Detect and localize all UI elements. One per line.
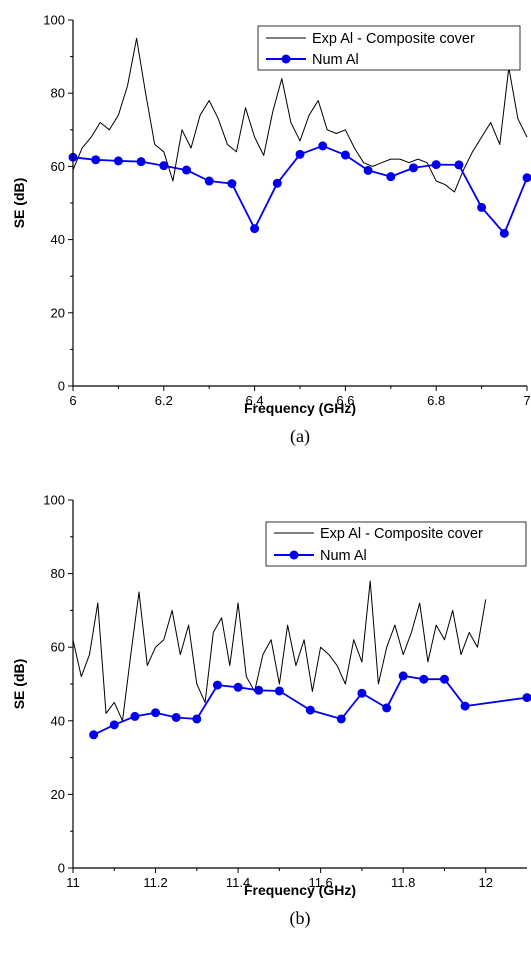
data-point-num: [382, 703, 392, 713]
x-tick-label: 6: [69, 393, 76, 408]
x-tick-label: 7: [523, 393, 530, 408]
y-tick-label: 60: [51, 640, 65, 655]
data-point-num: [499, 228, 509, 238]
data-point-num: [357, 688, 367, 698]
data-point-num: [113, 156, 123, 166]
data-point-num: [522, 173, 531, 183]
legend-label-exp: Exp Al - Composite cover: [320, 526, 483, 542]
legend-label-num: Num Al: [312, 52, 359, 68]
data-point-num: [305, 705, 315, 715]
legend-box: [257, 25, 521, 71]
data-point-num: [522, 693, 531, 703]
data-point-num: [212, 680, 222, 690]
legend: Exp Al - Composite cover Num Al: [257, 25, 521, 71]
data-point-num: [460, 701, 470, 711]
x-tick-label: 6.2: [155, 393, 173, 408]
data-point-num: [227, 179, 237, 189]
data-point-num: [272, 178, 282, 188]
data-point-num: [136, 157, 146, 167]
data-point-num: [431, 160, 441, 170]
x-tick-label: 11.4: [226, 875, 250, 890]
y-tick-label: 80: [51, 86, 65, 101]
y-axis-title: SE (dB): [11, 178, 27, 229]
data-point-num: [398, 671, 408, 681]
legend-marker-num: [281, 54, 291, 64]
data-point-num: [477, 202, 487, 212]
x-tick-label: 6.8: [427, 393, 445, 408]
legend-marker-num: [289, 550, 299, 560]
data-point-num: [89, 730, 99, 740]
data-point-num: [336, 714, 346, 724]
legend-box: [265, 521, 527, 567]
legend-label-num: Num Al: [320, 548, 367, 564]
data-point-num: [91, 155, 101, 165]
x-tick-label: 6.4: [246, 393, 264, 408]
x-tick-label: 11.2: [143, 875, 167, 890]
y-tick-label: 40: [51, 232, 65, 247]
y-tick-label: 20: [51, 787, 65, 802]
chart-panel-b: 11 11.2 11.4 11.6 11.8 12 0 20 40 60 80 100 Frequen…: [11, 493, 531, 929]
x-tick-label: 11: [66, 875, 80, 890]
y-tick-label: 40: [51, 713, 65, 728]
data-point-num: [182, 165, 191, 175]
data-point-num: [439, 674, 449, 684]
y-tick-label: 80: [51, 566, 65, 581]
data-point-num: [233, 682, 243, 692]
data-point-num: [159, 161, 169, 171]
data-point-num: [130, 711, 140, 721]
data-point-num: [254, 685, 264, 695]
data-point-num: [409, 163, 418, 173]
chart-panel-a: 6 6.2 6.4 6.6 6.8 7 0 20 40 60 80 100 Frequency (GH…: [11, 13, 531, 447]
data-point-num: [274, 686, 284, 696]
x-axis-title: Frequency (GHz): [244, 882, 356, 898]
data-point-num: [454, 160, 464, 170]
data-point-num: [192, 714, 202, 724]
legend-label-exp: Exp Al - Composite cover: [312, 31, 475, 47]
x-axis-title: Frequency (GHz): [244, 400, 356, 416]
x-tick-label: 12: [478, 875, 492, 890]
x-tick-label: 6.6: [336, 393, 354, 408]
legend: Exp Al - Composite cover Num Al: [265, 521, 527, 567]
panel-caption-a: (a): [290, 426, 310, 447]
x-tick-label: 11.6: [308, 875, 332, 890]
data-point-num: [386, 172, 396, 182]
x-tick-label: 11.8: [391, 875, 415, 890]
series-line-exp: [72, 580, 487, 722]
data-point-num: [419, 674, 429, 684]
data-point-num: [318, 141, 328, 151]
y-tick-label: 0: [58, 861, 65, 876]
y-tick-label: 100: [43, 13, 65, 28]
data-point-num: [204, 176, 214, 186]
data-point-num: [295, 149, 305, 159]
data-point-num: [250, 224, 260, 234]
panel-caption-b: (b): [290, 908, 311, 929]
y-tick-label: 60: [51, 159, 65, 174]
data-point-num: [340, 150, 350, 160]
series-line-exp: [72, 37, 528, 193]
data-point-num: [109, 720, 119, 730]
y-tick-label: 0: [58, 379, 65, 394]
data-point-num: [151, 708, 161, 718]
y-tick-label: 20: [51, 305, 65, 320]
data-point-num: [363, 165, 373, 175]
data-point-num: [171, 712, 181, 722]
y-tick-label: 100: [43, 493, 65, 508]
y-axis-title: SE (dB): [11, 659, 27, 710]
